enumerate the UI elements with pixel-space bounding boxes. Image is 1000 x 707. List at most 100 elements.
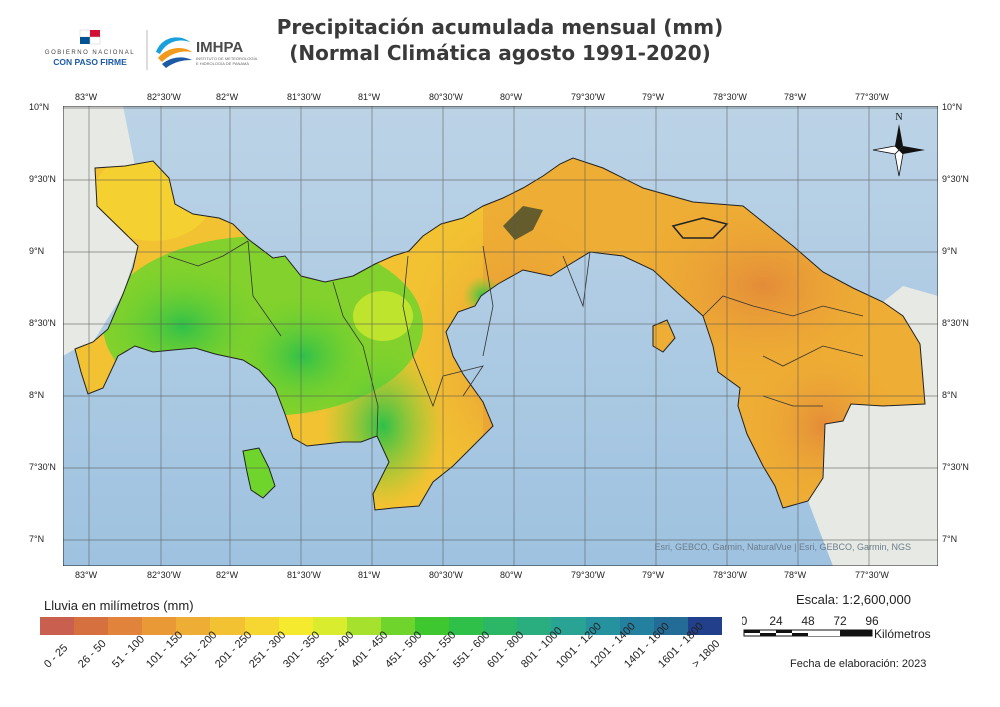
legend-swatch xyxy=(483,617,518,635)
legend-swatch xyxy=(142,617,177,635)
scale-unit: Kilómetros xyxy=(874,627,931,641)
logos-svg: GOBIERNO NACIONAL CON PASO FIRME IMHPA I… xyxy=(45,29,258,70)
legend-label: 451 - 500 xyxy=(383,629,425,671)
legend-swatch xyxy=(346,617,381,635)
date-text: Fecha de elaboración: 2023 xyxy=(790,658,927,670)
legend-swatch xyxy=(108,617,143,635)
lon-label-bottom: 80°30'W xyxy=(429,570,463,580)
legend-color-bar xyxy=(40,617,722,635)
lon-label-top: 77°30'W xyxy=(855,92,889,102)
lat-label-right: 9°N xyxy=(942,246,958,256)
gobierno-top-text: GOBIERNO NACIONAL xyxy=(45,50,135,56)
legend-swatch xyxy=(585,617,620,635)
legend-label: > 1800 xyxy=(689,637,723,671)
legend-label: 51 - 100 xyxy=(110,633,148,671)
north-label: N xyxy=(895,112,902,123)
legend-swatch xyxy=(278,617,313,635)
imhpa-sub2-text: E HIDROLOGÍA DE PANAMÁ xyxy=(196,61,249,66)
imhpa-name-text: IMHPA xyxy=(196,39,243,56)
lon-label-bottom: 79°30'W xyxy=(571,570,605,580)
pearl-islands xyxy=(652,319,676,353)
legend-swatch xyxy=(687,617,722,635)
map-title-line2: (Normal Climática agosto 1991-2020) xyxy=(289,41,711,65)
gatun-lake xyxy=(503,206,543,240)
legend-label: 501 - 550 xyxy=(417,629,459,671)
legend-swatch xyxy=(40,617,75,635)
panama-flag-icon xyxy=(79,29,101,45)
lat-label-right: 9°30'N xyxy=(942,174,969,184)
lat-label-left: 8°30'N xyxy=(29,318,56,328)
legend-swatch xyxy=(653,617,688,635)
lon-label-bottom: 81°W xyxy=(358,570,381,580)
legend-swatch xyxy=(176,617,211,635)
lat-label-right: 8°30'N xyxy=(942,318,969,328)
scale-tick-label: 48 xyxy=(801,614,815,628)
map-attribution: Esri, GEBCO, Garmin, NaturalVue | Esri, … xyxy=(654,542,911,552)
scale-bar-graphic xyxy=(743,629,873,637)
scale-tick-label: 0 xyxy=(742,614,748,628)
scale-tick-label: 96 xyxy=(865,614,879,628)
map-title-line1: Precipitación acumulada mensual (mm) xyxy=(276,15,724,39)
legend-title: Lluvia en milímetros (mm) xyxy=(44,598,194,613)
legend-label: 401 - 450 xyxy=(348,629,391,671)
lon-label-top: 81°30'W xyxy=(287,92,321,102)
lat-label-right: 10°N xyxy=(942,102,963,112)
legend-swatch xyxy=(74,617,109,635)
legend-swatch xyxy=(380,617,416,635)
legend-label: 26 - 50 xyxy=(76,637,109,671)
graticule-lines xyxy=(63,106,938,566)
legend-swatch xyxy=(244,617,279,635)
lat-label-left: 10°N xyxy=(29,102,50,112)
map-title: Precipitación acumulada mensual (mm) (No… xyxy=(240,14,760,66)
imhpa-logo-icon xyxy=(156,37,192,68)
scale-bar: 0 24 48 72 96 Kilómetros xyxy=(742,614,931,641)
lat-label-left: 7°30'N xyxy=(29,462,56,472)
lon-label-top: 81°W xyxy=(358,92,381,102)
lon-label-bottom: 83°W xyxy=(75,570,98,580)
lon-label-bottom: 79°W xyxy=(642,570,665,580)
legend-swatch xyxy=(619,617,654,635)
legend-swatch xyxy=(210,617,245,635)
precipitation-map: N Esri, GEBCO, Garmin, NaturalVue | Esri… xyxy=(63,106,938,566)
lat-label-left: 7°N xyxy=(29,534,45,544)
legend-label: 0 - 25 xyxy=(42,642,71,671)
lon-label-bottom: 78°30'W xyxy=(713,570,747,580)
scale-ticks: 0 24 48 72 96 xyxy=(742,614,879,628)
legend-swatch xyxy=(449,617,484,635)
imhpa-sub1-text: INSTITUTO DE METEOROLOGÍA xyxy=(196,56,258,61)
lat-label-left: 9°N xyxy=(29,246,45,256)
legend-swatch xyxy=(312,617,347,635)
lon-label-bottom: 82°W xyxy=(216,570,239,580)
scale-tick-label: 24 xyxy=(769,614,783,628)
lon-label-top: 78°30'W xyxy=(713,92,747,102)
coiba-island xyxy=(242,447,276,499)
legend-swatch xyxy=(517,617,552,635)
lon-label-top: 79°30'W xyxy=(571,92,605,102)
lon-label-bottom: 80°W xyxy=(500,570,523,580)
legend-swatch xyxy=(415,617,450,635)
lon-label-bottom: 81°30'W xyxy=(287,570,321,580)
lon-label-top: 83°W xyxy=(75,92,98,102)
lon-label-top: 80°30'W xyxy=(429,92,463,102)
lon-label-top: 78°W xyxy=(784,92,807,102)
legend-label: 201 - 250 xyxy=(212,629,254,671)
colombia-land xyxy=(808,286,938,566)
lat-label-left: 8°N xyxy=(29,390,45,400)
lon-label-top: 82°30'W xyxy=(147,92,181,102)
lon-label-bottom: 78°W xyxy=(784,570,807,580)
lat-label-right: 8°N xyxy=(942,390,958,400)
lon-label-top: 79°W xyxy=(642,92,665,102)
legend-label: 151 - 200 xyxy=(178,629,220,671)
lat-label-right: 7°30'N xyxy=(942,462,969,472)
lat-label-right: 7°N xyxy=(942,534,958,544)
lon-label-bottom: 82°30'W xyxy=(147,570,181,580)
gobierno-bottom-text: CON PASO FIRME xyxy=(53,57,127,67)
bayano-lake xyxy=(671,217,729,239)
scale-tick-label: 72 xyxy=(833,614,847,628)
legend-swatch xyxy=(551,617,586,635)
lat-label-left: 9°30'N xyxy=(29,174,56,184)
lon-label-bottom: 77°30'W xyxy=(855,570,889,580)
lon-label-top: 82°W xyxy=(216,92,239,102)
lon-label-top: 80°W xyxy=(500,92,523,102)
north-arrow-icon: N xyxy=(872,112,925,177)
